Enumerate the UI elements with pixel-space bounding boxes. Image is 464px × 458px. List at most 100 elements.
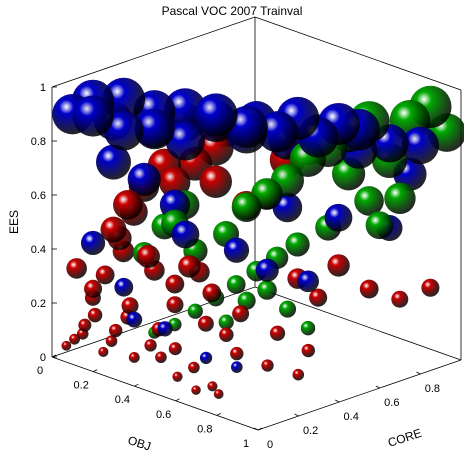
scatter-point	[199, 165, 232, 198]
scatter-point	[354, 186, 384, 216]
scatter-point	[155, 351, 167, 364]
scatter-point	[230, 346, 244, 361]
scatter-point	[232, 305, 250, 323]
z-tick-label: 0	[40, 352, 46, 364]
z-tick-label: 0.4	[31, 244, 46, 256]
scatter-point	[61, 340, 72, 351]
scatter-point	[279, 300, 297, 318]
y-tick-label: 0.2	[303, 425, 318, 437]
scatter-point	[297, 270, 319, 293]
scatter-point	[126, 311, 143, 328]
z-tick-label: 0.8	[31, 136, 46, 148]
scatter-point	[168, 342, 182, 356]
scatter-point	[292, 368, 305, 381]
x-tick-label: 1	[243, 438, 249, 450]
z-tick-label: 0.6	[31, 190, 46, 202]
scatter-point	[69, 333, 81, 345]
y-tick-label: 0.6	[384, 397, 399, 409]
scatter-point	[84, 279, 103, 298]
x-tick-mark	[216, 413, 221, 416]
y-tick-label: 0	[267, 439, 273, 451]
scatter-point	[269, 325, 286, 341]
z-tick-label: 1	[40, 82, 46, 94]
scatter-point	[157, 321, 173, 337]
scatter-point	[100, 216, 127, 243]
scatter-point	[324, 203, 353, 232]
z-axis-label: EES	[7, 210, 21, 234]
scatter-point	[134, 108, 175, 150]
y-axis-label: CORE	[386, 426, 423, 450]
x-tick-mark	[93, 369, 98, 372]
axes-box	[51, 16, 462, 431]
scatter-point	[359, 279, 379, 299]
scatter-point	[166, 296, 184, 314]
scatter-point	[159, 166, 191, 199]
scatter-point	[197, 315, 214, 332]
scatter-point	[98, 346, 109, 357]
scatter-point	[121, 297, 139, 315]
scatter-point	[219, 327, 234, 342]
scatter-point	[191, 385, 201, 395]
y-tick-mark	[335, 399, 340, 403]
scatter-point	[136, 244, 160, 269]
scatter-point	[231, 361, 243, 373]
x-tick-label: 0.6	[156, 409, 171, 421]
x-tick-mark	[51, 354, 57, 358]
scatter-point	[231, 192, 262, 222]
scatter-point	[95, 265, 115, 285]
scatter-point	[178, 255, 201, 278]
scatter-point	[226, 275, 246, 294]
scatter-point	[165, 121, 205, 161]
axis-edge	[257, 359, 462, 431]
scatter-point	[127, 162, 161, 196]
x-tick-label: 0.8	[197, 423, 212, 435]
scatter-point	[96, 144, 131, 180]
scatter-point	[199, 351, 213, 365]
x-tick-mark	[257, 427, 263, 431]
scatter-point	[165, 274, 185, 294]
scatter-point	[257, 280, 277, 300]
points-layer	[52, 77, 464, 399]
scatter-point	[261, 359, 274, 372]
scatter-point	[171, 220, 200, 249]
scatter-point	[105, 335, 118, 347]
scatter-point	[194, 93, 238, 137]
scatter-point	[309, 288, 328, 307]
scatter-point	[365, 211, 394, 240]
y-tick-mark	[253, 427, 259, 431]
y-tick-label: 0.8	[425, 383, 440, 395]
scatter-point	[102, 77, 146, 121]
y-tick-mark	[375, 385, 380, 389]
scatter-point	[78, 318, 92, 332]
x-tick-label: 0.2	[74, 380, 89, 392]
scatter-point	[327, 254, 350, 277]
scatter-point	[301, 343, 315, 358]
axis-edge	[254, 286, 462, 361]
scatter-point	[87, 307, 103, 323]
scatter-point	[128, 352, 140, 363]
scatter-point	[300, 320, 316, 336]
scatter-point	[103, 110, 144, 151]
scatter-point	[207, 381, 218, 392]
scatter-point	[384, 182, 416, 215]
scatter-point	[80, 230, 106, 256]
x-tick-label: 0	[37, 365, 43, 377]
scatter-point	[72, 95, 114, 137]
axis-edge	[51, 16, 256, 88]
scatter-point	[187, 303, 203, 319]
scatter-point	[391, 290, 409, 308]
scatter-point	[223, 237, 250, 263]
z-tick-label: 0.2	[31, 298, 46, 310]
axis-edge	[51, 356, 259, 431]
scatter-point	[66, 258, 87, 279]
scatter-point	[172, 371, 183, 382]
scatter-point	[188, 361, 200, 374]
scatter-point	[114, 277, 134, 297]
y-tick-mark	[294, 413, 299, 417]
tick-labels: 0 0.2 0.4 0.6 0.8 1 0 0.2 0.4 0.6 0.8 1 0 0.2 0.4 0.6 0.…	[31, 82, 440, 451]
chart-title: Pascal VOC 2007 Trainval	[161, 4, 303, 18]
scatter-point	[113, 190, 143, 220]
x-axis-label: OBJ	[126, 433, 153, 454]
y-tick-label: 0.4	[344, 411, 359, 423]
